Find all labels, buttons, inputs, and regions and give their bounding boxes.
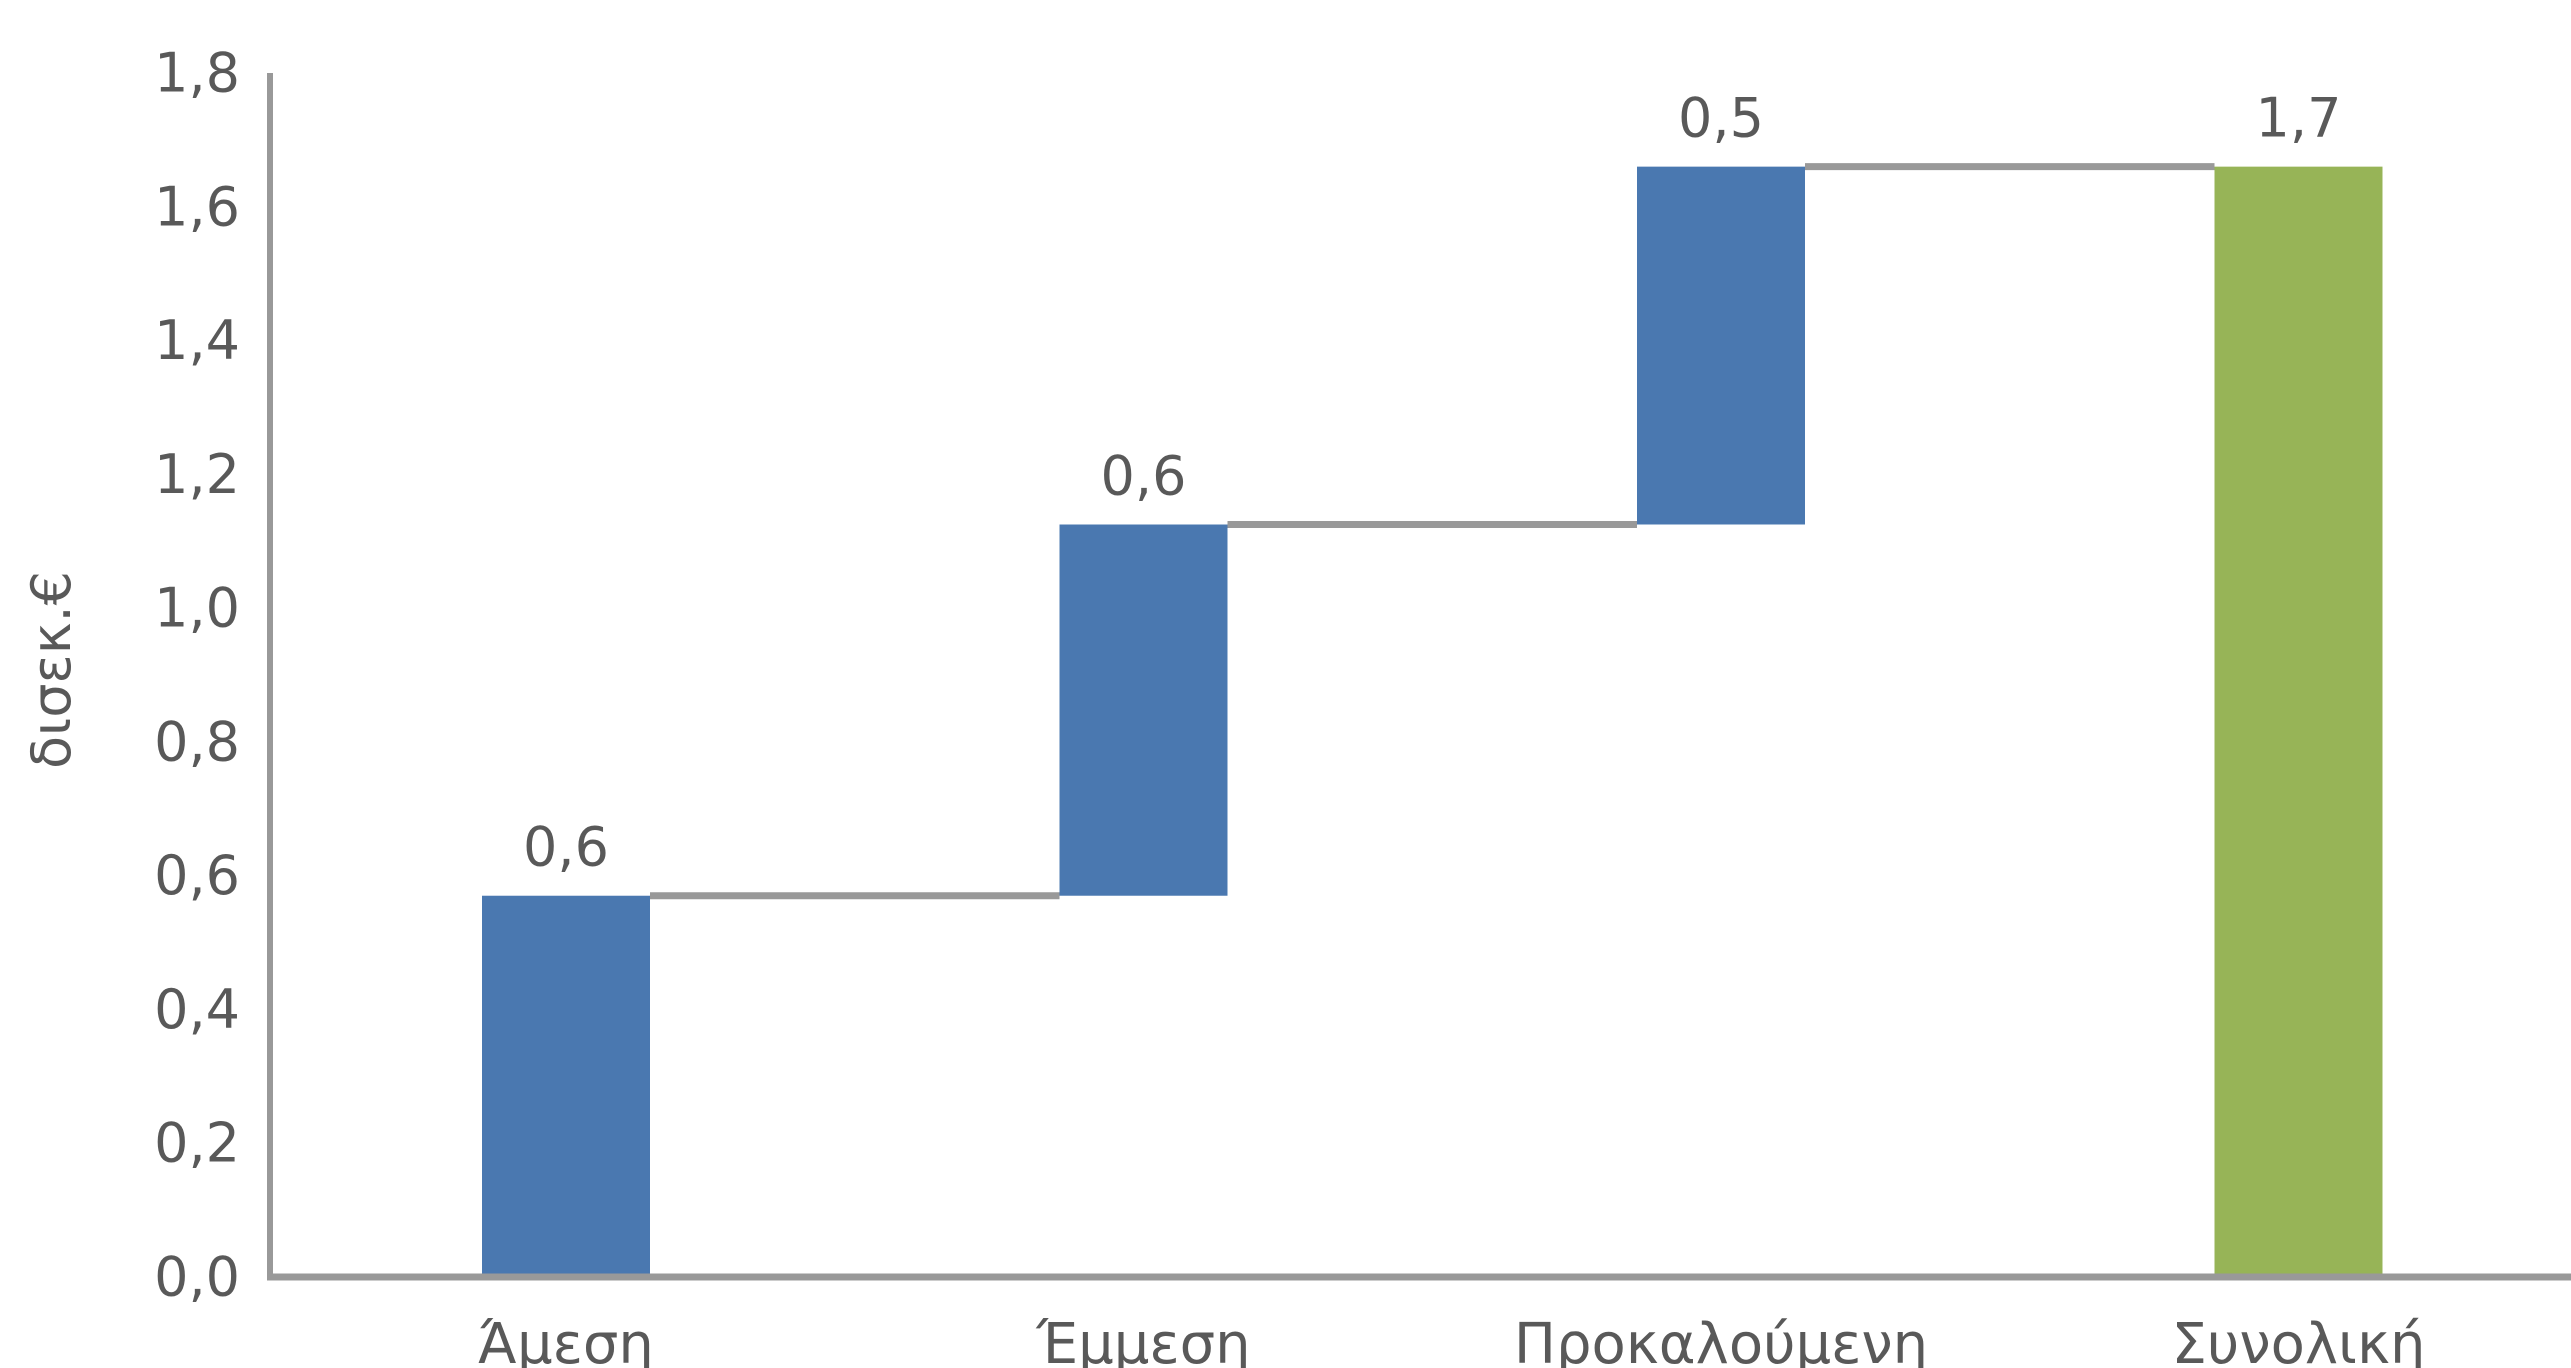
- y-tick-labels: 0,0 0,2 0,4 0,6 0,8 1,0 1,2 1,4 1,6 1,8: [154, 42, 240, 1309]
- y-tick-label: 1,4: [154, 309, 240, 372]
- y-tick-label: 1,8: [154, 42, 240, 105]
- y-tick-label: 1,2: [154, 443, 240, 506]
- category-label: Άμεση: [478, 1312, 654, 1368]
- y-tick-label: 0,8: [154, 710, 240, 773]
- bar-increment: [1637, 166, 1805, 525]
- y-tick-label: 0,6: [154, 844, 240, 907]
- connector-lines: [650, 163, 2215, 900]
- data-label: 0,5: [1678, 87, 1764, 150]
- category-label: Έμμεση: [1035, 1312, 1250, 1368]
- data-labels: 0,6 0,6 0,5 1,7: [523, 87, 2341, 879]
- bar-increment: [1059, 524, 1228, 896]
- y-tick-label: 0,2: [154, 1112, 240, 1175]
- data-label: 0,6: [1101, 445, 1187, 508]
- bar-increment: [482, 895, 650, 1277]
- y-tick-label: 1,0: [154, 577, 240, 640]
- y-axis-title: δισεκ.€: [20, 571, 83, 769]
- category-label: Προκαλούμενη: [1514, 1312, 1928, 1368]
- y-tick-label: 1,6: [154, 175, 240, 238]
- data-label: 0,6: [523, 816, 609, 879]
- y-tick-label: 0,0: [154, 1246, 240, 1309]
- category-labels: Άμεση Έμμεση Προκαλούμενη Συνολική: [478, 1312, 2425, 1368]
- y-tick-label: 0,4: [154, 978, 240, 1041]
- data-label: 1,7: [2256, 87, 2342, 150]
- bar-total: [2214, 166, 2383, 1278]
- bars: [482, 166, 2383, 1278]
- category-label: Συνολική: [2172, 1312, 2426, 1368]
